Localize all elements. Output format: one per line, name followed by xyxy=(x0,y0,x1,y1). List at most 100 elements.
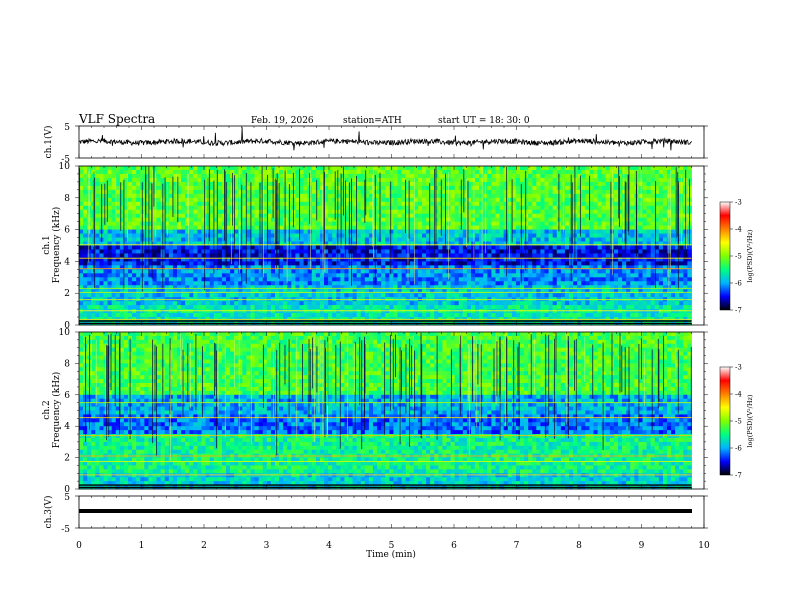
spectrogram-cell xyxy=(524,197,529,203)
spectrogram-cell xyxy=(622,229,627,234)
spectrogram-cell xyxy=(168,249,174,254)
spectrogram-cell xyxy=(360,225,366,231)
spectrogram-cell xyxy=(87,285,92,290)
spectrogram-cell xyxy=(303,277,309,282)
spectrogram-cell xyxy=(213,293,219,298)
spectrogram-cell xyxy=(622,253,627,258)
spectrogram-cell xyxy=(381,225,386,231)
spectrogram-cell xyxy=(434,181,439,187)
spectrogram-cell xyxy=(475,245,480,250)
spectrogram-cell xyxy=(299,293,304,298)
spectrogram-cell xyxy=(503,181,509,187)
spectrogram-cell xyxy=(360,257,366,262)
spectrogram-cell xyxy=(495,166,500,171)
spectrogram-cell xyxy=(238,225,243,231)
spectrogram-cell xyxy=(532,205,537,211)
spectrogram-cell xyxy=(552,197,558,203)
spectrogram-cell xyxy=(148,253,153,258)
spectrogram-cell xyxy=(524,241,529,246)
spectrogram-cell xyxy=(87,253,92,258)
spectrogram-cell xyxy=(471,213,476,219)
spectrogram-cell xyxy=(454,277,460,282)
spectrogram-cell xyxy=(250,209,255,215)
spectrogram-cell xyxy=(324,265,329,270)
spectrogram-cell xyxy=(344,201,349,207)
spectrogram-cell xyxy=(95,293,100,298)
spectrogram-cell xyxy=(397,293,402,298)
spectrogram-cell xyxy=(132,166,137,171)
spectrogram-cell xyxy=(144,233,149,238)
spectrogram-cell xyxy=(299,289,304,294)
spectrogram-cell xyxy=(613,173,619,179)
spectrogram-cell xyxy=(658,285,664,290)
spectrogram-cell xyxy=(483,285,488,290)
spectrogram-cell xyxy=(262,217,268,223)
spectrogram-cell xyxy=(544,241,549,246)
spectrogram-cell xyxy=(185,269,190,274)
spectrogram-cell xyxy=(401,281,407,286)
spectrogram-cell xyxy=(667,281,672,286)
spectrogram-cell xyxy=(360,261,366,266)
spectrogram-cell xyxy=(177,185,182,191)
spectrogram-cell xyxy=(103,285,108,290)
spectrogram-cell xyxy=(479,189,484,195)
spectrogram-cell xyxy=(328,277,333,282)
spectrogram-cell xyxy=(128,166,133,171)
spectrogram-cell xyxy=(511,253,517,258)
spectrogram-cell xyxy=(385,249,390,254)
spectrogram-cell xyxy=(340,213,345,219)
spectrogram-cell xyxy=(675,241,680,246)
spectrogram-cell xyxy=(295,237,300,242)
spectrogram-cell xyxy=(209,265,215,270)
spectrogram-cell xyxy=(483,277,488,282)
spectrogram-cell xyxy=(426,277,431,282)
spectrogram-cell xyxy=(638,261,643,266)
spectrogram-cell xyxy=(646,213,652,219)
spectrogram-cell xyxy=(230,293,235,298)
spectrogram-cell xyxy=(381,209,386,215)
spectrogram-cell xyxy=(205,285,211,290)
spectrogram-cell xyxy=(217,217,223,223)
spectrogram-cell xyxy=(426,281,431,286)
spectrogram-cell xyxy=(79,269,84,274)
spectrogram-cell xyxy=(144,249,149,254)
spectrogram-cell xyxy=(667,177,672,183)
spectrogram-cell xyxy=(650,173,656,179)
spectrogram-cell xyxy=(364,285,370,290)
spectrogram-cell xyxy=(193,237,198,242)
spectrogram-cell xyxy=(417,166,423,171)
spectrogram-cell xyxy=(393,205,398,211)
spectrogram-cell xyxy=(262,169,268,175)
spectrogram-cell xyxy=(254,253,260,258)
spectrogram-cell xyxy=(471,241,476,246)
spectrogram-cell xyxy=(650,209,656,215)
spectrogram-cell xyxy=(266,289,272,294)
spectrogram-cell xyxy=(520,241,525,246)
spectrogram-cell xyxy=(564,169,570,175)
spectrogram-cell xyxy=(593,241,598,246)
spectrogram-cell xyxy=(540,237,545,242)
spectrogram-cell xyxy=(181,173,186,179)
spectrogram-cell xyxy=(475,181,480,187)
spectrogram-cell xyxy=(197,261,202,266)
spectrogram-cell xyxy=(618,201,623,207)
spectrogram-cell xyxy=(340,289,345,294)
spectrogram-cell xyxy=(266,209,272,215)
spectrogram-cell xyxy=(368,237,374,242)
spectrogram-cell xyxy=(348,201,353,207)
spectrogram-cell xyxy=(552,189,558,195)
spectrogram-cell xyxy=(332,181,337,187)
spectrogram-cell xyxy=(164,265,170,270)
spectrogram-cell xyxy=(654,253,660,258)
spectrogram-cell xyxy=(107,217,113,223)
spectrogram-cell xyxy=(328,285,333,290)
spectrogram-cell xyxy=(442,169,447,175)
spectrogram-cell xyxy=(495,217,500,223)
spectrogram-cell xyxy=(662,185,668,191)
spectrogram-cell xyxy=(209,257,215,262)
spectrogram-cell xyxy=(254,289,260,294)
spectrogram-cell xyxy=(630,241,635,246)
spectrogram-cell xyxy=(324,213,329,219)
spectrogram-cell xyxy=(250,177,255,183)
spectrogram-cell xyxy=(638,185,643,191)
